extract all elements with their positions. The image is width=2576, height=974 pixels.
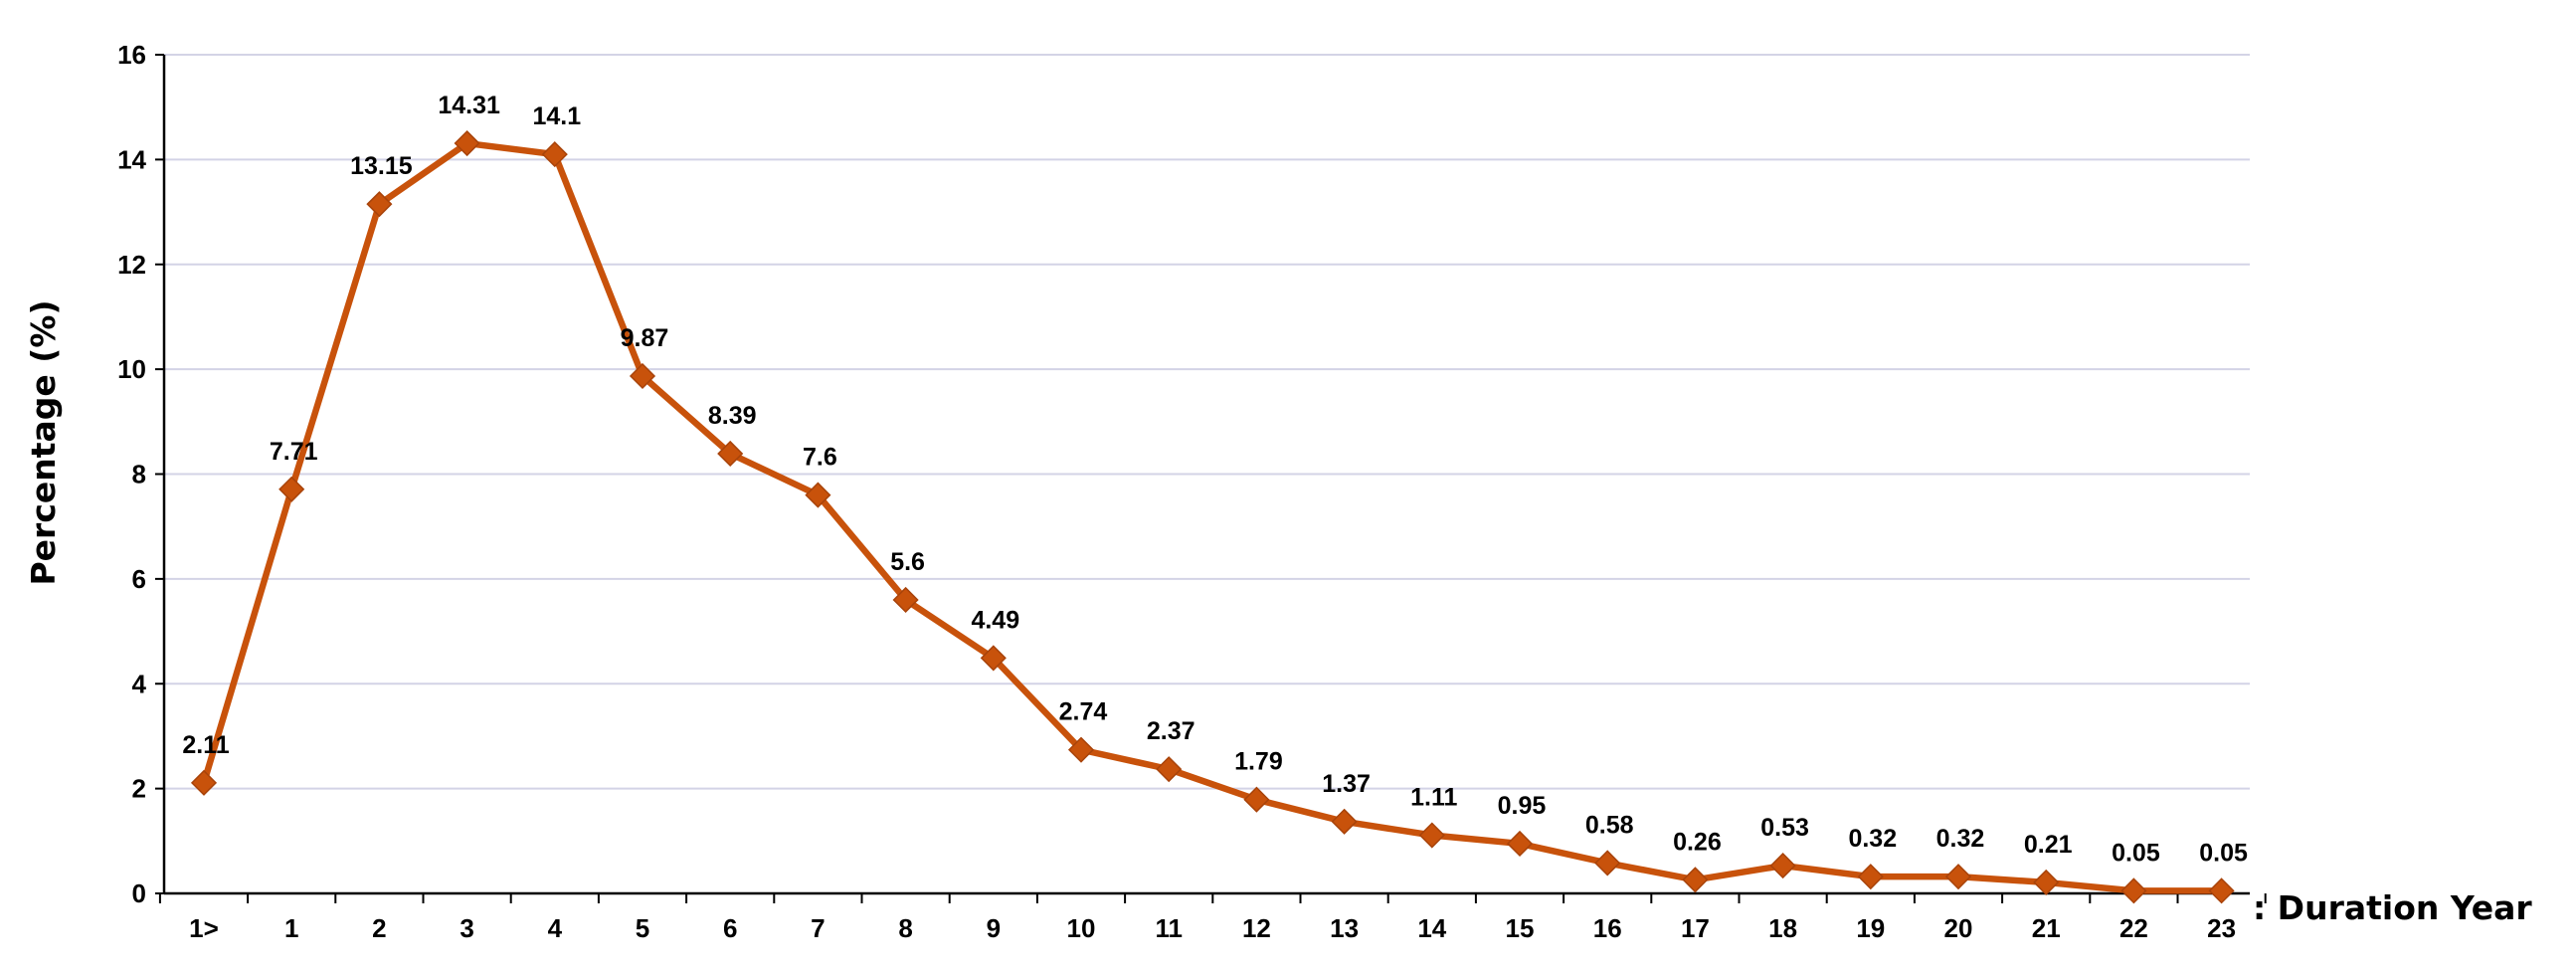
x-tick-label: 17 (1681, 913, 1710, 943)
series-markers (190, 129, 2235, 904)
y-tick-labels: 0 2 4 6 8 10 12 14 16 (117, 40, 146, 908)
data-label: 14.1 (532, 102, 581, 130)
data-label: 7.6 (803, 444, 837, 472)
data-point-marker (454, 129, 480, 157)
x-tick-label: 5 (636, 913, 649, 943)
data-label: 4.49 (971, 606, 1019, 634)
data-label: 0.05 (2199, 839, 2248, 867)
x-tick-label: 2 (372, 913, 386, 943)
data-point-marker (717, 440, 744, 468)
data-point-marker (2033, 869, 2060, 895)
x-tick-label: 12 (1242, 913, 1271, 943)
data-label: 7.71 (270, 438, 318, 466)
x-tick-label: 3 (460, 913, 473, 943)
x-tick-label: 10 (1067, 913, 1096, 943)
data-point-marker (366, 191, 393, 218)
y-tick-label: 2 (132, 774, 146, 804)
x-tick-label: 8 (898, 913, 912, 943)
data-labels: 2.11 7.71 13.15 14.31 14.1 9.87 8.39 7.6 5.6 4.49… (182, 92, 2248, 867)
data-point-marker (1944, 864, 1972, 890)
data-label: 1.79 (1234, 748, 1283, 776)
data-point-marker (190, 769, 218, 796)
y-tick-label: 6 (132, 564, 146, 594)
data-point-marker (1156, 756, 1183, 783)
data-point-marker (980, 645, 1007, 672)
data-point-marker (1857, 864, 1884, 890)
x-tick-label: 20 (1944, 913, 1973, 943)
x-tick-label: 1 (284, 913, 298, 943)
data-label: 1.37 (1322, 770, 1371, 798)
x-tick-labels: 1> 1 2 3 4 5 6 7 8 9 10 11 12 13 14 15 16 17 18 19 20 21 22 23 (189, 913, 2236, 943)
data-label: 1.11 (1410, 784, 1457, 812)
data-point-marker (1331, 808, 1358, 835)
data-point-marker (1682, 867, 1709, 893)
y-tick-label: 8 (132, 460, 146, 489)
data-label: 0.21 (2024, 831, 2073, 859)
data-label: 13.15 (350, 152, 413, 180)
data-point-marker (892, 586, 919, 614)
x-tick-label: 6 (723, 913, 737, 943)
x-tick-label: 15 (1506, 913, 1535, 943)
x-tick-label: 21 (2032, 913, 2061, 943)
y-tick-label: 4 (132, 669, 147, 698)
data-label: 0.53 (1760, 814, 1809, 842)
data-point-marker (278, 476, 305, 502)
x-tick-label: 9 (987, 913, 1001, 943)
x-tick-label: 13 (1330, 913, 1359, 943)
x-tick-label: 22 (2119, 913, 2148, 943)
x-tick-label: 11 (1155, 913, 1183, 943)
data-label: 2.11 (182, 731, 229, 759)
data-label: 0.95 (1498, 792, 1547, 820)
x-axis-title: : Duration Year (2253, 888, 2532, 927)
y-axis-title: Percentage (%) (24, 299, 63, 585)
data-point-marker (1594, 850, 1621, 877)
data-point-marker (629, 362, 656, 390)
gridlines (164, 54, 2250, 790)
x-tick-label: 4 (548, 913, 563, 943)
data-label: 0.26 (1673, 828, 1722, 856)
data-label: 2.74 (1059, 698, 1108, 726)
data-label: 0.58 (1585, 811, 1634, 839)
data-label: 0.05 (2112, 839, 2160, 867)
data-point-marker (2208, 877, 2235, 904)
x-tick-label: 19 (1856, 913, 1885, 943)
data-label: 8.39 (708, 402, 757, 430)
data-label: 0.32 (1936, 825, 1985, 853)
data-label: 5.6 (890, 548, 925, 576)
x-tick-label: 1> (189, 913, 219, 943)
x-tick-label: 14 (1417, 913, 1446, 943)
x-tick-label: 18 (1768, 913, 1797, 943)
y-tick-label: 14 (117, 144, 146, 174)
data-point-marker (805, 482, 831, 508)
data-point-marker (1243, 786, 1270, 813)
axes (155, 54, 2267, 903)
series-line (200, 139, 2225, 894)
data-point-marker (2120, 877, 2147, 904)
data-point-marker (1067, 736, 1095, 763)
series-line-path (200, 139, 2225, 894)
x-tick-label: 16 (1593, 913, 1622, 943)
data-point-marker (541, 141, 568, 168)
data-point-marker (1506, 830, 1534, 858)
data-label: 2.37 (1147, 717, 1196, 745)
data-label: 0.32 (1848, 825, 1897, 853)
x-tick-label: 7 (811, 913, 825, 943)
y-tick-label: 0 (132, 878, 146, 908)
data-point-marker (1418, 822, 1445, 849)
x-tick-label: 23 (2207, 913, 2236, 943)
data-label: 14.31 (438, 92, 500, 119)
y-tick-label: 10 (117, 354, 146, 384)
y-tick-label: 12 (117, 250, 146, 280)
data-point-marker (1769, 853, 1796, 879)
y-tick-label: 16 (117, 40, 146, 70)
data-label: 9.87 (621, 324, 669, 352)
